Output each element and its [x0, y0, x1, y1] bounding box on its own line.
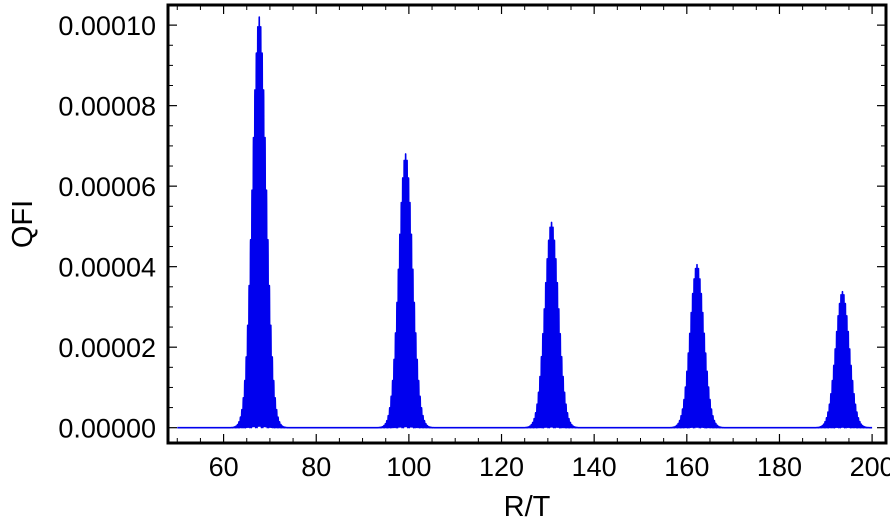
x-axis-label: R/T — [504, 491, 551, 523]
y-axis-label: QFI — [7, 200, 39, 248]
plot-frame — [166, 3, 888, 445]
y-tick-label: 0.00000 — [58, 414, 156, 444]
x-tick-label: 120 — [479, 452, 524, 482]
y-axis-ticks: 0.00000 0.00002 0.00004 0.00006 0.00008 0.000… — [58, 11, 886, 444]
x-tick-label: 140 — [572, 452, 617, 482]
y-tick-label: 0.00004 — [58, 253, 156, 283]
x-axis-ticks: 60 80 100 120 140 160 180 200 — [176, 5, 890, 482]
x-tick-label: 160 — [664, 452, 709, 482]
y-tick-label: 0.00008 — [58, 92, 156, 122]
x-tick-label: 180 — [757, 452, 802, 482]
x-tick-label: 60 — [209, 452, 239, 482]
x-tick-label: 100 — [386, 452, 431, 482]
y-tick-label: 0.00002 — [58, 333, 156, 363]
x-tick-label: 80 — [301, 452, 331, 482]
data-series-line — [176, 16, 873, 429]
y-tick-label: 0.00010 — [58, 11, 156, 41]
plot-area — [176, 16, 873, 429]
x-tick-label: 200 — [850, 452, 890, 482]
y-tick-label: 0.00006 — [58, 172, 156, 202]
